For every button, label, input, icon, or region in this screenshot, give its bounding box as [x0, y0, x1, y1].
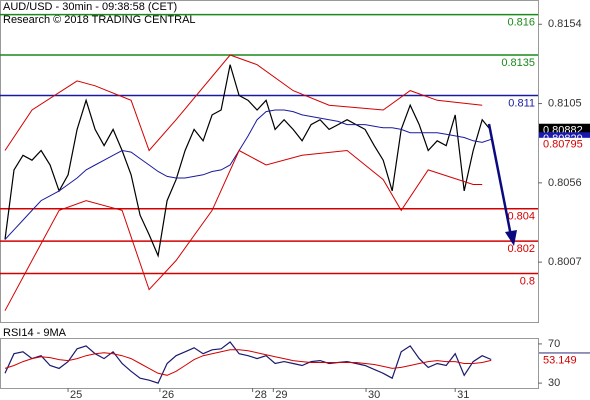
- price-panel: 0.8154 0.8105 0.8056 0.8007 0.816 0.8135 0.811…: [0, 13, 590, 311]
- forecast-arrow-head: [505, 230, 517, 246]
- x-tick-label: 26: [162, 389, 174, 400]
- y-tick-label: 30: [548, 377, 560, 389]
- series-line: [4, 149, 483, 311]
- chart-subtitle: Research © 2018 TRADING CENTRAL: [3, 14, 196, 26]
- level-label: 0.802: [507, 243, 535, 255]
- price-tag-label: 53.149: [543, 354, 577, 366]
- y-tick-label: 0.8056: [548, 177, 582, 189]
- rsi-panel-frame: [0, 338, 539, 389]
- level-label: 0.816: [507, 16, 535, 28]
- series-line: [4, 64, 492, 258]
- y-tick-label: 0.8154: [548, 18, 582, 30]
- x-tick-label: 29: [275, 389, 287, 400]
- chart-title: AUD/USD - 30min - 09:38:58 (CET): [3, 1, 177, 13]
- level-label: 0.8135: [501, 57, 535, 69]
- rsi-title: RSI14 - 9MA: [3, 327, 67, 339]
- x-tick-label: 28: [255, 389, 267, 400]
- x-tick-label: 25: [70, 389, 82, 400]
- level-label: 0.804: [507, 211, 535, 223]
- price-tag: [539, 353, 590, 367]
- price-tag: [539, 137, 590, 151]
- y-tick-label: 70: [548, 338, 560, 350]
- x-tick-label: 31: [457, 389, 469, 400]
- level-label: 0.811: [508, 97, 535, 109]
- y-tick-label: 0.8007: [548, 256, 582, 268]
- x-tick-label: 30: [368, 389, 380, 400]
- price-tag-label: 0.80795: [543, 139, 583, 151]
- series-line: [4, 109, 492, 240]
- y-tick-label: 0.8105: [548, 97, 582, 109]
- series-line: [4, 54, 483, 152]
- rsi-panel: 703025262829303154.097253.149: [4, 338, 590, 400]
- series-line: [4, 349, 492, 376]
- price-panel-frame: [0, 0, 539, 323]
- level-label: 0.8: [520, 275, 535, 287]
- series-line: [4, 341, 492, 384]
- forecast-arrow: [487, 123, 513, 237]
